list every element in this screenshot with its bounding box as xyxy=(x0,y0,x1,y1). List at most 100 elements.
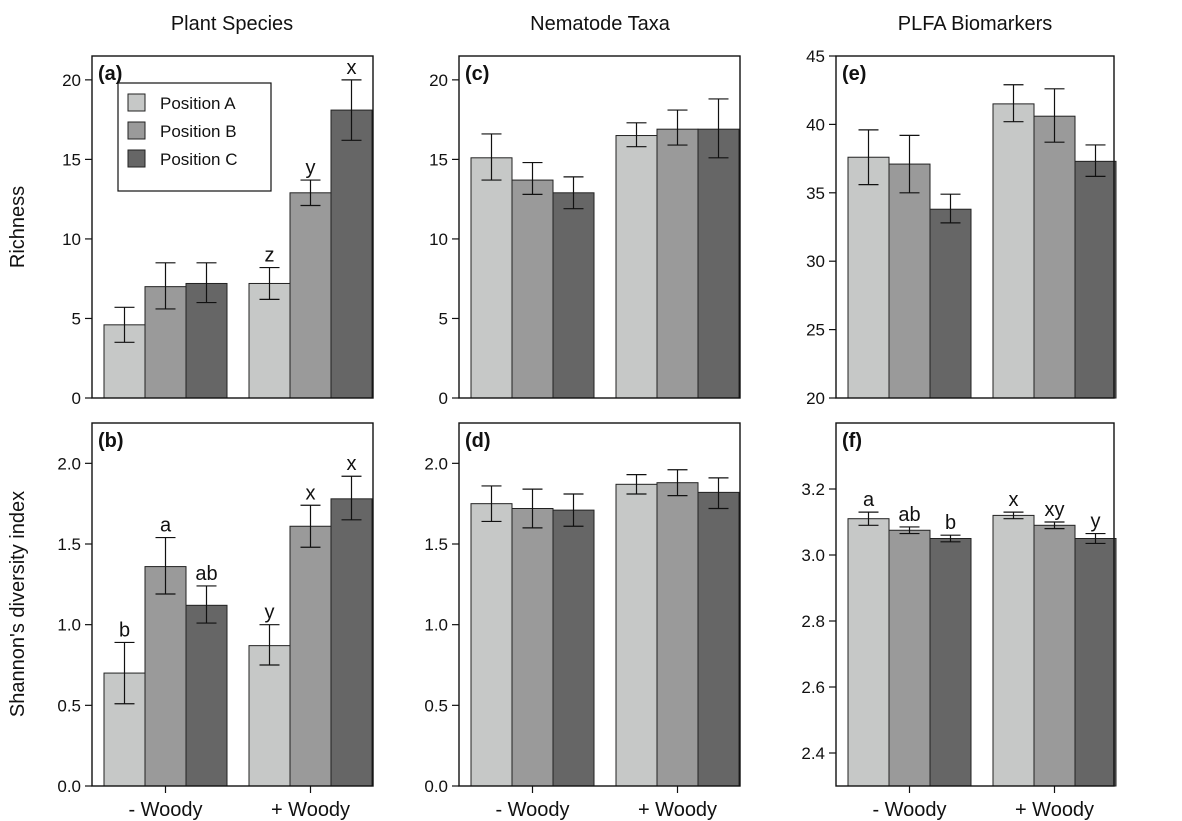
bar xyxy=(1074,160,1117,399)
panel-frame xyxy=(91,55,374,399)
significance-label: y xyxy=(1091,511,1101,533)
y-tick-label: 15 xyxy=(429,150,448,169)
bar xyxy=(615,135,658,399)
panel-frame xyxy=(458,55,741,399)
panel-label: (b) xyxy=(98,430,124,452)
bar xyxy=(511,179,554,399)
y-tick-label: 10 xyxy=(62,230,81,249)
panel-b: b y a x ab x 0.0 0.5 1.0 1.5 2.0 - Woody + Woody (b) xyxy=(57,422,374,821)
significance-label: x xyxy=(1009,489,1019,511)
legend-swatch xyxy=(127,121,146,140)
legend-entry: Position B xyxy=(160,122,237,141)
y-tick-label: 2.4 xyxy=(801,744,825,763)
bar xyxy=(615,483,658,787)
panel-frame xyxy=(91,422,374,787)
bar xyxy=(144,566,187,787)
significance-label: a xyxy=(160,515,172,537)
bar xyxy=(888,163,931,399)
y-tick-label: 1.0 xyxy=(57,616,81,635)
significance-label: x xyxy=(347,57,357,79)
significance-label: x xyxy=(347,453,357,475)
significance-label: b xyxy=(119,619,130,641)
bar xyxy=(1033,524,1076,787)
y-tick-label: 5 xyxy=(72,309,81,328)
bar xyxy=(511,508,554,787)
panel-label: (e) xyxy=(842,63,866,85)
y-tick-label: 1.5 xyxy=(57,535,81,554)
bar xyxy=(330,109,373,399)
bar xyxy=(470,157,513,399)
y-tick-label: 2.0 xyxy=(57,454,81,473)
y-tick-label: 3.2 xyxy=(801,480,825,499)
bar xyxy=(929,538,972,787)
row-label-shannon: Shannon's diversity index xyxy=(7,491,29,717)
bar xyxy=(847,518,890,787)
y-tick-label: 0.5 xyxy=(57,696,81,715)
column-title: Nematode Taxa xyxy=(530,13,671,35)
row-labels: Richness Shannon's diversity index xyxy=(7,186,29,717)
panel-f: a x ab xy b y 2.4 2.6 2.8 3.0 3.2 - Woody + Woody (f) xyxy=(801,422,1117,821)
bar xyxy=(289,525,332,787)
y-tick-label: 40 xyxy=(806,115,825,134)
significance-label: z xyxy=(265,245,275,267)
bar xyxy=(656,482,699,787)
y-tick-label: 2.8 xyxy=(801,612,825,631)
legend-entry: Position C xyxy=(160,150,237,169)
panel-label: (a) xyxy=(98,63,122,85)
y-tick-label: 25 xyxy=(806,321,825,340)
bar xyxy=(992,103,1035,399)
bar xyxy=(697,128,740,399)
y-tick-label: 1.0 xyxy=(424,616,448,635)
panel-d: 0.0 0.5 1.0 1.5 2.0 - Woody + Woody (d) xyxy=(424,422,741,821)
x-tick-label: + Woody xyxy=(271,799,350,821)
bar xyxy=(289,192,332,399)
y-tick-label: 5 xyxy=(439,309,448,328)
y-tick-label: 35 xyxy=(806,184,825,203)
bar xyxy=(929,208,972,399)
significance-label: y xyxy=(306,157,316,179)
row-label-richness: Richness xyxy=(7,186,29,268)
bar xyxy=(888,529,931,787)
x-tick-label: - Woody xyxy=(128,799,202,821)
y-tick-label: 20 xyxy=(429,71,448,90)
x-tick-label: - Woody xyxy=(872,799,946,821)
y-tick-label: 0 xyxy=(439,389,448,408)
y-tick-label: 15 xyxy=(62,150,81,169)
y-tick-label: 20 xyxy=(806,389,825,408)
y-tick-label: 45 xyxy=(806,47,825,66)
significance-label: ab xyxy=(898,504,920,526)
y-tick-label: 3.0 xyxy=(801,546,825,565)
bar xyxy=(470,503,513,787)
bar xyxy=(185,604,228,787)
significance-label: y xyxy=(265,602,275,624)
legend-swatch xyxy=(127,93,146,112)
y-tick-label: 0.5 xyxy=(424,696,448,715)
panel-e: 20 25 30 35 40 45 (e) xyxy=(806,47,1117,408)
bar xyxy=(552,509,595,787)
significance-label: b xyxy=(945,512,956,534)
bar xyxy=(1033,115,1076,399)
bar xyxy=(248,282,291,399)
x-tick-label: + Woody xyxy=(1015,799,1094,821)
significance-label: ab xyxy=(195,563,217,585)
panel-frame xyxy=(458,422,741,787)
significance-label: xy xyxy=(1045,499,1065,521)
legend-swatch xyxy=(127,149,146,168)
panel-label: (d) xyxy=(465,430,491,452)
y-tick-label: 20 xyxy=(62,71,81,90)
x-tick-label: - Woody xyxy=(495,799,569,821)
bar xyxy=(847,156,890,399)
x-tick-label: + Woody xyxy=(638,799,717,821)
panel-label: (f) xyxy=(842,430,862,452)
bar xyxy=(992,514,1035,787)
bar xyxy=(330,498,373,787)
y-tick-label: 10 xyxy=(429,230,448,249)
y-tick-label: 1.5 xyxy=(424,535,448,554)
panel-frame xyxy=(835,422,1115,787)
bar xyxy=(248,645,291,787)
column-title: Plant Species xyxy=(171,13,293,35)
panel-frame xyxy=(835,55,1115,399)
